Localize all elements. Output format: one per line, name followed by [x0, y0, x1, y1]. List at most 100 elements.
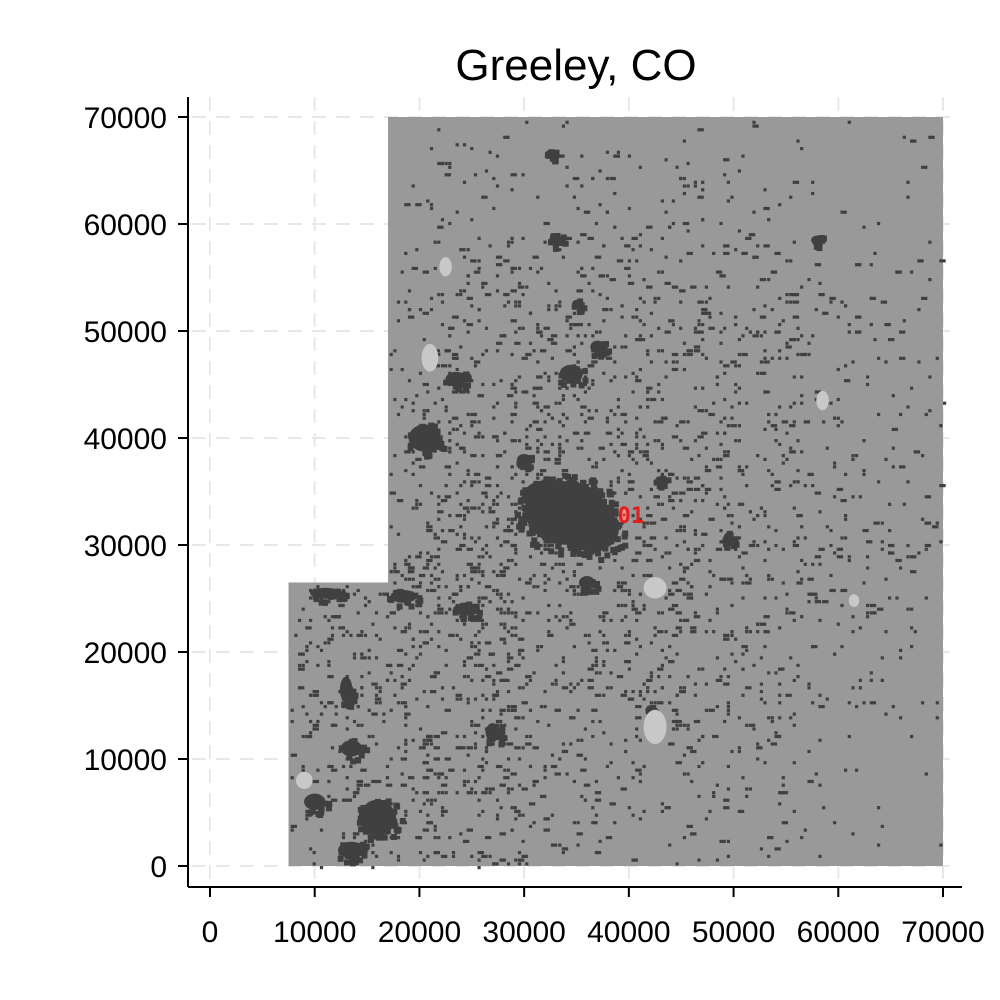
developed-pixel	[309, 734, 313, 739]
developed-pixel	[418, 551, 423, 555]
developed-pixel	[404, 652, 408, 656]
developed-pixel	[598, 446, 605, 450]
developed-pixel	[462, 289, 467, 293]
developed-pixel	[528, 341, 533, 345]
developed-pixel	[506, 862, 511, 866]
developed-pixel	[752, 308, 756, 312]
developed-pixel	[580, 794, 584, 798]
developed-pixel	[686, 746, 693, 750]
developed-pixel	[620, 581, 627, 585]
developed-pixel	[657, 630, 664, 634]
developed-pixel	[499, 573, 506, 578]
developed-pixel	[426, 798, 430, 802]
developed-pixel	[330, 746, 335, 750]
developed-pixel	[723, 416, 727, 420]
developed-pixel	[396, 663, 404, 667]
developed-pixel	[499, 592, 503, 596]
developed-pixel	[682, 618, 690, 622]
developed-pixel	[407, 555, 412, 559]
developed-pixel	[851, 832, 855, 836]
developed-pixel	[378, 686, 382, 690]
developed-pixel	[576, 708, 580, 712]
developed-cluster-cell	[533, 511, 540, 518]
developed-pixel	[693, 487, 701, 491]
developed-pixel	[352, 719, 357, 724]
developed-pixel	[785, 356, 789, 360]
developed-pixel	[583, 390, 587, 394]
developed-pixel	[748, 723, 756, 727]
developed-pixel	[785, 293, 789, 297]
developed-pixel	[510, 420, 514, 424]
developed-pixel	[664, 360, 668, 364]
developed-cluster-cell	[560, 537, 567, 544]
developed-pixel	[913, 450, 921, 454]
developed-pixel	[514, 341, 521, 345]
developed-pixel	[719, 675, 723, 679]
developed-pixel	[587, 281, 591, 285]
developed-pixel	[631, 603, 635, 608]
developed-cluster-cell	[582, 589, 589, 596]
developed-pixel	[708, 570, 712, 574]
developed-pixel	[723, 431, 727, 435]
developed-pixel	[558, 450, 562, 454]
developed-cluster-cell	[817, 236, 824, 242]
developed-pixel	[657, 502, 661, 506]
developed-pixel	[514, 401, 518, 405]
developed-cluster-cell	[307, 797, 314, 804]
developed-pixel	[576, 360, 580, 364]
developed-pixel	[543, 240, 547, 244]
developed-pixel	[759, 622, 767, 626]
developed-pixel	[517, 862, 522, 866]
developed-pixel	[495, 764, 503, 769]
developed-pixel	[426, 525, 433, 529]
developed-pixel	[521, 293, 525, 297]
developed-pixel	[752, 727, 756, 731]
developed-pixel	[682, 139, 686, 143]
developed-pixel	[679, 289, 686, 293]
developed-pixel	[928, 409, 932, 413]
developed-pixel	[536, 195, 540, 199]
developed-pixel	[726, 285, 730, 289]
developed-pixel	[429, 622, 434, 626]
developed-cluster-cell	[352, 848, 359, 855]
developed-pixel	[418, 652, 423, 656]
developed-pixel	[363, 783, 371, 787]
developed-pixel	[884, 360, 888, 364]
developed-cluster-cell	[358, 826, 365, 833]
developed-pixel	[723, 633, 730, 637]
developed-pixel	[400, 573, 404, 578]
developed-pixel	[671, 506, 675, 510]
developed-pixel	[495, 439, 500, 443]
developed-pixel	[298, 652, 305, 656]
developed-pixel	[935, 356, 939, 360]
developed-pixel	[833, 465, 837, 469]
developed-pixel	[565, 120, 569, 124]
developed-pixel	[851, 615, 855, 619]
developed-pixel	[774, 731, 778, 735]
developed-pixel	[745, 236, 752, 240]
developed-pixel	[679, 686, 683, 690]
developed-pixel	[847, 701, 851, 705]
developed-pixel	[477, 764, 484, 769]
developed-pixel	[723, 454, 727, 458]
developed-pixel	[723, 806, 730, 810]
developed-pixel	[642, 682, 646, 686]
developed-pixel	[602, 457, 606, 461]
developed-cluster-cell	[499, 728, 506, 735]
developed-pixel	[591, 465, 595, 469]
developed-pixel	[704, 491, 708, 495]
developed-pixel	[719, 311, 723, 315]
light-patch-6	[295, 771, 313, 789]
developed-pixel	[462, 839, 470, 843]
developed-pixel	[462, 431, 467, 435]
developed-cluster-cell	[538, 492, 545, 499]
developed-pixel	[789, 300, 793, 304]
developed-pixel	[517, 266, 522, 270]
y-tick-label: 50000	[84, 316, 167, 349]
developed-pixel	[422, 742, 429, 746]
developed-cluster-cell	[393, 590, 400, 597]
developed-pixel	[466, 701, 470, 705]
developed-pixel	[770, 742, 778, 746]
developed-pixel	[778, 791, 785, 795]
developed-pixel	[657, 439, 661, 443]
